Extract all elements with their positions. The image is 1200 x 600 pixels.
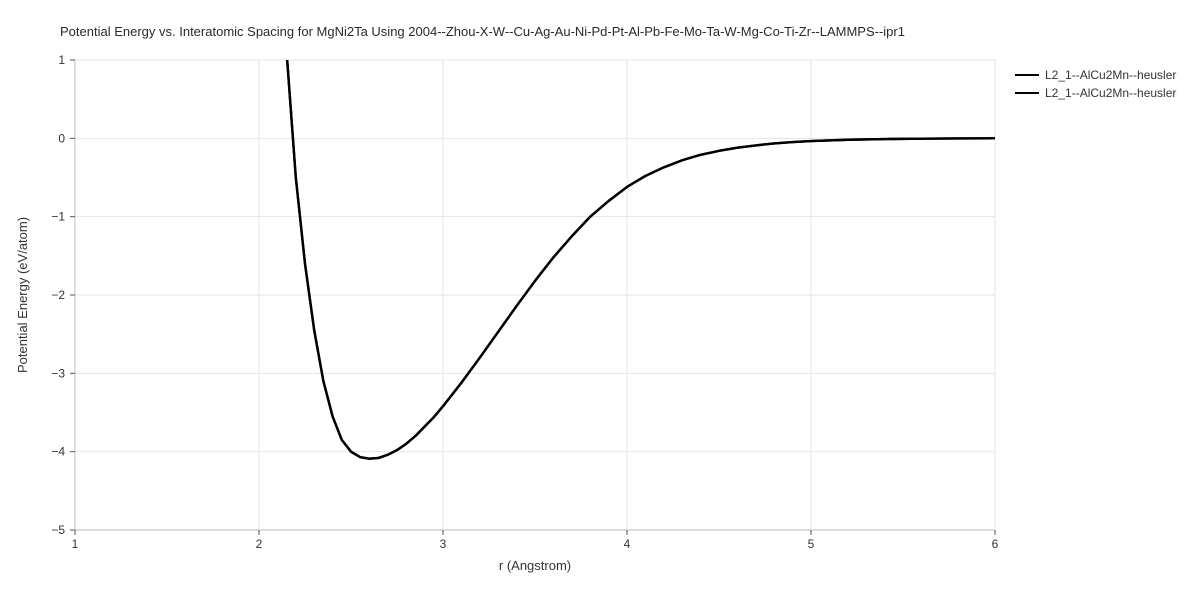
- legend-label: L2_1--AlCu2Mn--heusler: [1045, 68, 1176, 82]
- svg-text:−2: −2: [51, 288, 65, 302]
- series-line[interactable]: [270, 0, 995, 459]
- chart-title: Potential Energy vs. Interatomic Spacing…: [60, 24, 1140, 39]
- svg-text:−3: −3: [51, 366, 65, 380]
- svg-text:−1: −1: [51, 210, 65, 224]
- legend-label: L2_1--AlCu2Mn--heusler: [1045, 86, 1176, 100]
- svg-text:r (Angstrom): r (Angstrom): [499, 558, 571, 573]
- legend-item[interactable]: L2_1--AlCu2Mn--heusler: [1015, 68, 1176, 82]
- plot-svg: −5−4−3−2−101123456r (Angstrom)Potential …: [75, 60, 995, 530]
- svg-text:Potential Energy (eV/atom): Potential Energy (eV/atom): [15, 217, 30, 373]
- svg-text:6: 6: [992, 537, 999, 551]
- svg-text:5: 5: [808, 537, 815, 551]
- legend-swatch: [1015, 74, 1039, 76]
- svg-text:−4: −4: [51, 445, 65, 459]
- svg-text:−5: −5: [51, 523, 65, 537]
- svg-text:4: 4: [624, 537, 631, 551]
- plot-area[interactable]: −5−4−3−2−101123456r (Angstrom)Potential …: [75, 60, 995, 530]
- legend-item[interactable]: L2_1--AlCu2Mn--heusler: [1015, 86, 1176, 100]
- svg-text:2: 2: [256, 537, 263, 551]
- legend: L2_1--AlCu2Mn--heusler L2_1--AlCu2Mn--heu…: [1015, 68, 1176, 104]
- legend-swatch: [1015, 92, 1039, 94]
- chart-container: Potential Energy vs. Interatomic Spacing…: [0, 0, 1200, 600]
- svg-text:0: 0: [58, 131, 65, 145]
- svg-text:3: 3: [440, 537, 447, 551]
- series-line[interactable]: [270, 0, 995, 459]
- svg-text:1: 1: [58, 53, 65, 67]
- svg-text:1: 1: [72, 537, 79, 551]
